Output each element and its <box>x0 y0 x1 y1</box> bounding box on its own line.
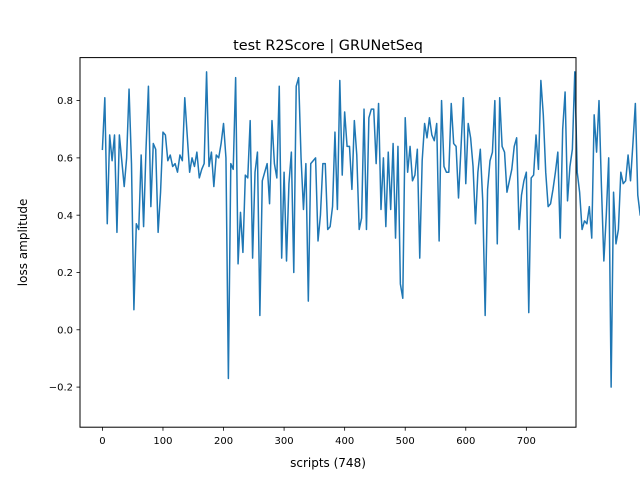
y-tick-label: 0.6 <box>57 153 73 164</box>
x-tick-label: 400 <box>335 436 354 447</box>
series-layer <box>101 71 640 388</box>
y-tick-label: 0.2 <box>57 268 73 279</box>
x-axis-label: scripts (748) <box>290 456 366 470</box>
x-tick-label: 700 <box>517 436 536 447</box>
x-tick-label: 600 <box>456 436 475 447</box>
y-tick-label: −0.2 <box>49 383 73 394</box>
chart-title: test R2Score | GRUNetSeq <box>233 38 423 54</box>
x-axis-ticks: 0 100 200 300 400 500 600 700 <box>99 427 536 447</box>
y-tick-label: 0.8 <box>57 96 73 107</box>
x-tick-label: 200 <box>214 436 233 447</box>
y-tick-label: 0.0 <box>57 325 73 336</box>
axes-frame <box>79 57 577 428</box>
series-line <box>101 71 640 388</box>
y-axis-label: loss amplitude <box>16 199 30 287</box>
y-tick-label: 0.4 <box>57 211 73 222</box>
x-tick-label: 300 <box>275 436 294 447</box>
x-tick-label: 0 <box>99 436 105 447</box>
x-tick-label: 500 <box>396 436 415 447</box>
plot-area <box>79 57 640 428</box>
y-axis-ticks: −0.2 0.0 0.2 0.4 0.6 0.8 <box>49 96 80 394</box>
x-tick-label: 100 <box>153 436 172 447</box>
